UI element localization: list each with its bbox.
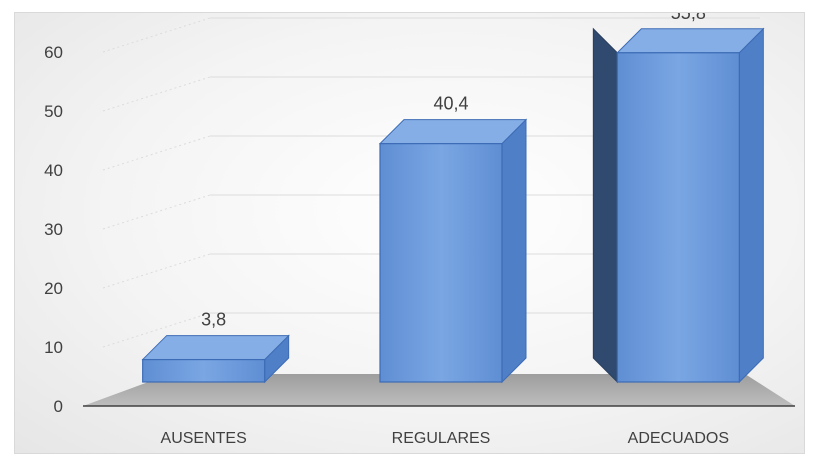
gridline-side <box>102 194 211 230</box>
bar-front <box>379 143 503 383</box>
bar-ausentes <box>141 334 290 384</box>
bar-top <box>378 119 528 145</box>
bar-chart: 0 10 20 30 40 50 60 AUSENTES REGULARES ADECUADOS… <box>44 13 795 447</box>
bar-left-side <box>592 27 618 384</box>
y-tick-label: 20 <box>44 279 63 298</box>
y-axis-ticks: 0 10 20 30 40 50 60 <box>44 43 63 416</box>
y-tick-label: 50 <box>44 102 63 121</box>
y-tick-label: 60 <box>44 43 63 62</box>
x-tick-label: AUSENTES <box>161 430 247 447</box>
bar-top <box>141 335 290 361</box>
y-tick-label: 30 <box>44 220 63 239</box>
data-label: 40,4 <box>433 94 468 114</box>
bar-front <box>142 358 266 383</box>
x-tick-label: ADECUADOS <box>628 430 729 447</box>
data-labels: 3,8 40,4 55,8 <box>201 13 706 330</box>
y-tick-label: 10 <box>44 338 63 357</box>
bars <box>141 27 765 384</box>
bar-side <box>738 27 764 384</box>
gridline-side <box>102 312 211 348</box>
y-tick-label: 40 <box>44 161 63 180</box>
bar-adecuados <box>592 27 765 384</box>
gridline-side <box>102 76 211 112</box>
data-label: 55,8 <box>671 13 706 23</box>
bar-side <box>501 118 527 384</box>
bar-regulares <box>378 118 528 384</box>
x-axis-categories: AUSENTES REGULARES ADECUADOS <box>161 430 729 447</box>
data-label: 3,8 <box>201 310 226 330</box>
gridline-side <box>102 135 211 171</box>
chart-frame: 0 10 20 30 40 50 60 AUSENTES REGULARES ADECUADOS… <box>14 12 805 454</box>
bar-top <box>616 28 765 54</box>
y-tick-label: 0 <box>54 397 63 416</box>
bar-front <box>616 52 740 383</box>
gridline-side <box>102 17 211 53</box>
gridline-side <box>102 253 211 289</box>
x-tick-label: REGULARES <box>392 430 491 447</box>
